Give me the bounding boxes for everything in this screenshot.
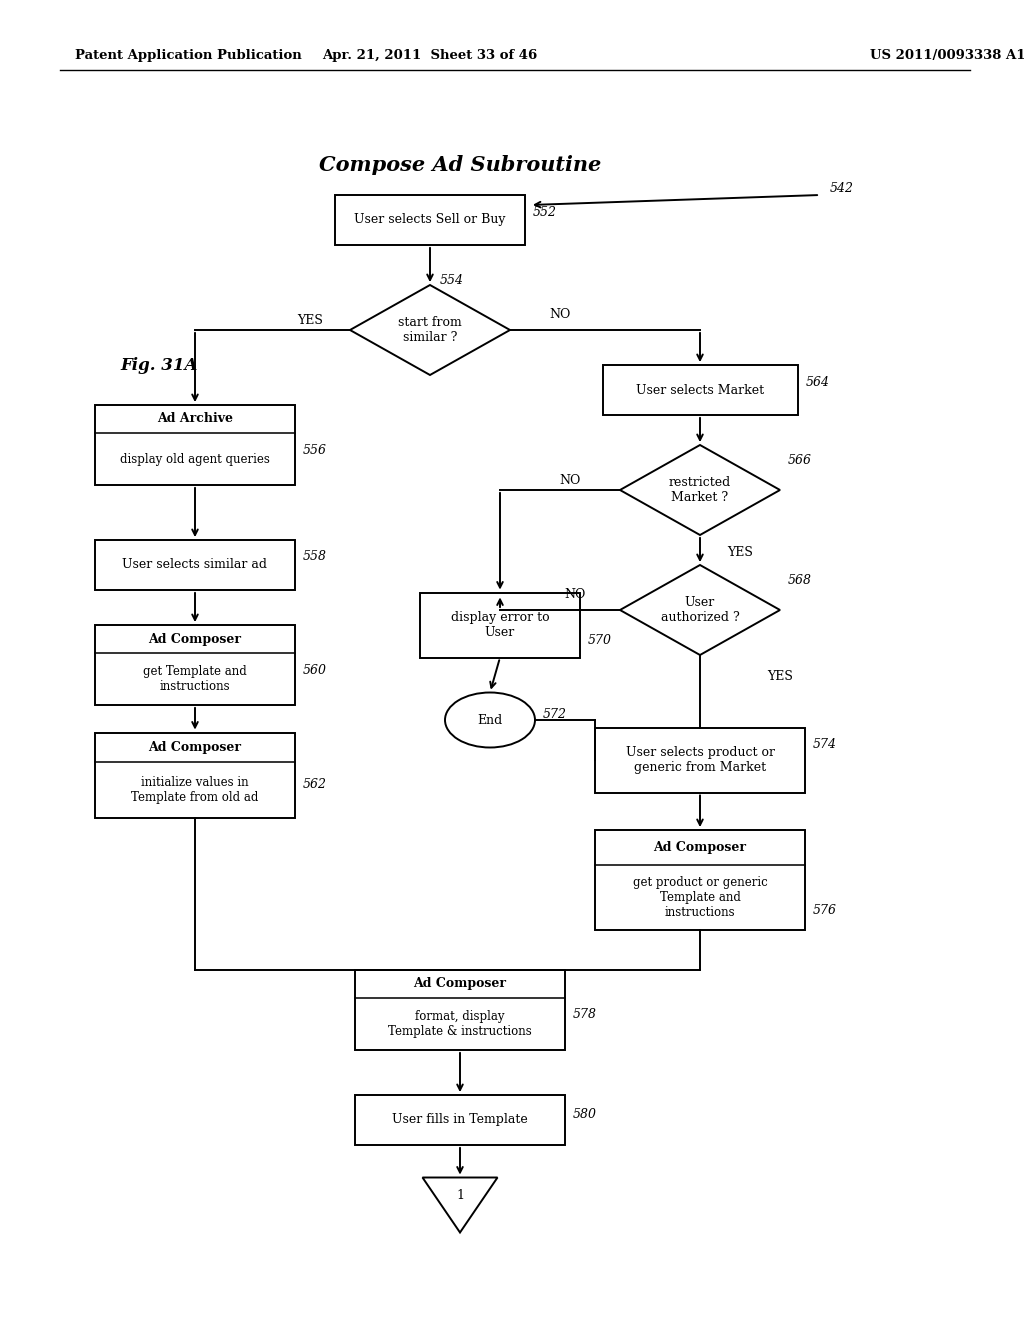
Text: YES: YES — [767, 671, 793, 684]
Text: YES: YES — [297, 314, 323, 326]
Text: 570: 570 — [588, 634, 612, 647]
Text: start from
similar ?: start from similar ? — [398, 315, 462, 345]
Text: initialize values in
Template from old ad: initialize values in Template from old a… — [131, 776, 259, 804]
Text: format, display
Template & instructions: format, display Template & instructions — [388, 1010, 531, 1038]
Text: 574: 574 — [813, 738, 837, 751]
Polygon shape — [620, 565, 780, 655]
Text: NO: NO — [549, 309, 570, 322]
Polygon shape — [620, 445, 780, 535]
Text: get product or generic
Template and
instructions: get product or generic Template and inst… — [633, 876, 767, 919]
Text: Ad Composer: Ad Composer — [148, 741, 242, 754]
Text: 542: 542 — [830, 181, 854, 194]
Text: get Template and
instructions: get Template and instructions — [143, 665, 247, 693]
Bar — [420, 593, 580, 657]
Text: Ad Composer: Ad Composer — [148, 632, 242, 645]
Bar — [595, 830, 805, 931]
Bar — [335, 195, 525, 246]
Text: restricted
Market ?: restricted Market ? — [669, 477, 731, 504]
Bar — [95, 624, 295, 705]
Text: NO: NO — [564, 589, 586, 602]
Polygon shape — [350, 285, 510, 375]
Text: End: End — [477, 714, 503, 726]
Text: 560: 560 — [303, 664, 327, 676]
Bar — [355, 970, 565, 1049]
Bar — [602, 366, 798, 414]
Text: YES: YES — [727, 546, 753, 560]
Text: 562: 562 — [303, 779, 327, 792]
Bar — [355, 1096, 565, 1144]
Text: 566: 566 — [788, 454, 812, 466]
Text: User selects Sell or Buy: User selects Sell or Buy — [354, 214, 506, 227]
Text: User
authorized ?: User authorized ? — [660, 597, 739, 624]
Text: 572: 572 — [543, 709, 567, 722]
Text: 556: 556 — [303, 444, 327, 457]
Text: US 2011/0093338 A1: US 2011/0093338 A1 — [870, 49, 1024, 62]
Bar — [95, 733, 295, 817]
Text: User selects Market: User selects Market — [636, 384, 764, 396]
Text: Compose Ad Subroutine: Compose Ad Subroutine — [318, 154, 601, 176]
Text: 578: 578 — [573, 1008, 597, 1022]
Text: 564: 564 — [806, 375, 829, 388]
Text: User fills in Template: User fills in Template — [392, 1114, 528, 1126]
Text: User selects similar ad: User selects similar ad — [123, 558, 267, 572]
Text: Apr. 21, 2011  Sheet 33 of 46: Apr. 21, 2011 Sheet 33 of 46 — [323, 49, 538, 62]
Text: Ad Composer: Ad Composer — [414, 978, 507, 990]
Bar — [95, 405, 295, 484]
Text: NO: NO — [559, 474, 581, 487]
Ellipse shape — [445, 693, 535, 747]
Bar — [95, 540, 295, 590]
Text: 1: 1 — [456, 1189, 464, 1203]
Text: 576: 576 — [813, 903, 837, 916]
Text: 580: 580 — [573, 1109, 597, 1122]
Text: display error to
User: display error to User — [451, 611, 549, 639]
Text: display old agent queries: display old agent queries — [120, 453, 270, 466]
Text: Ad Archive: Ad Archive — [157, 412, 233, 425]
Text: 568: 568 — [788, 573, 812, 586]
Text: Patent Application Publication: Patent Application Publication — [75, 49, 302, 62]
Text: Ad Composer: Ad Composer — [653, 841, 746, 854]
Text: 552: 552 — [534, 206, 557, 219]
Text: User selects product or
generic from Market: User selects product or generic from Mar… — [626, 746, 774, 774]
Text: 554: 554 — [440, 273, 464, 286]
Text: 558: 558 — [303, 550, 327, 564]
Text: Fig. 31A: Fig. 31A — [120, 356, 198, 374]
Bar — [595, 727, 805, 792]
Polygon shape — [423, 1177, 498, 1233]
